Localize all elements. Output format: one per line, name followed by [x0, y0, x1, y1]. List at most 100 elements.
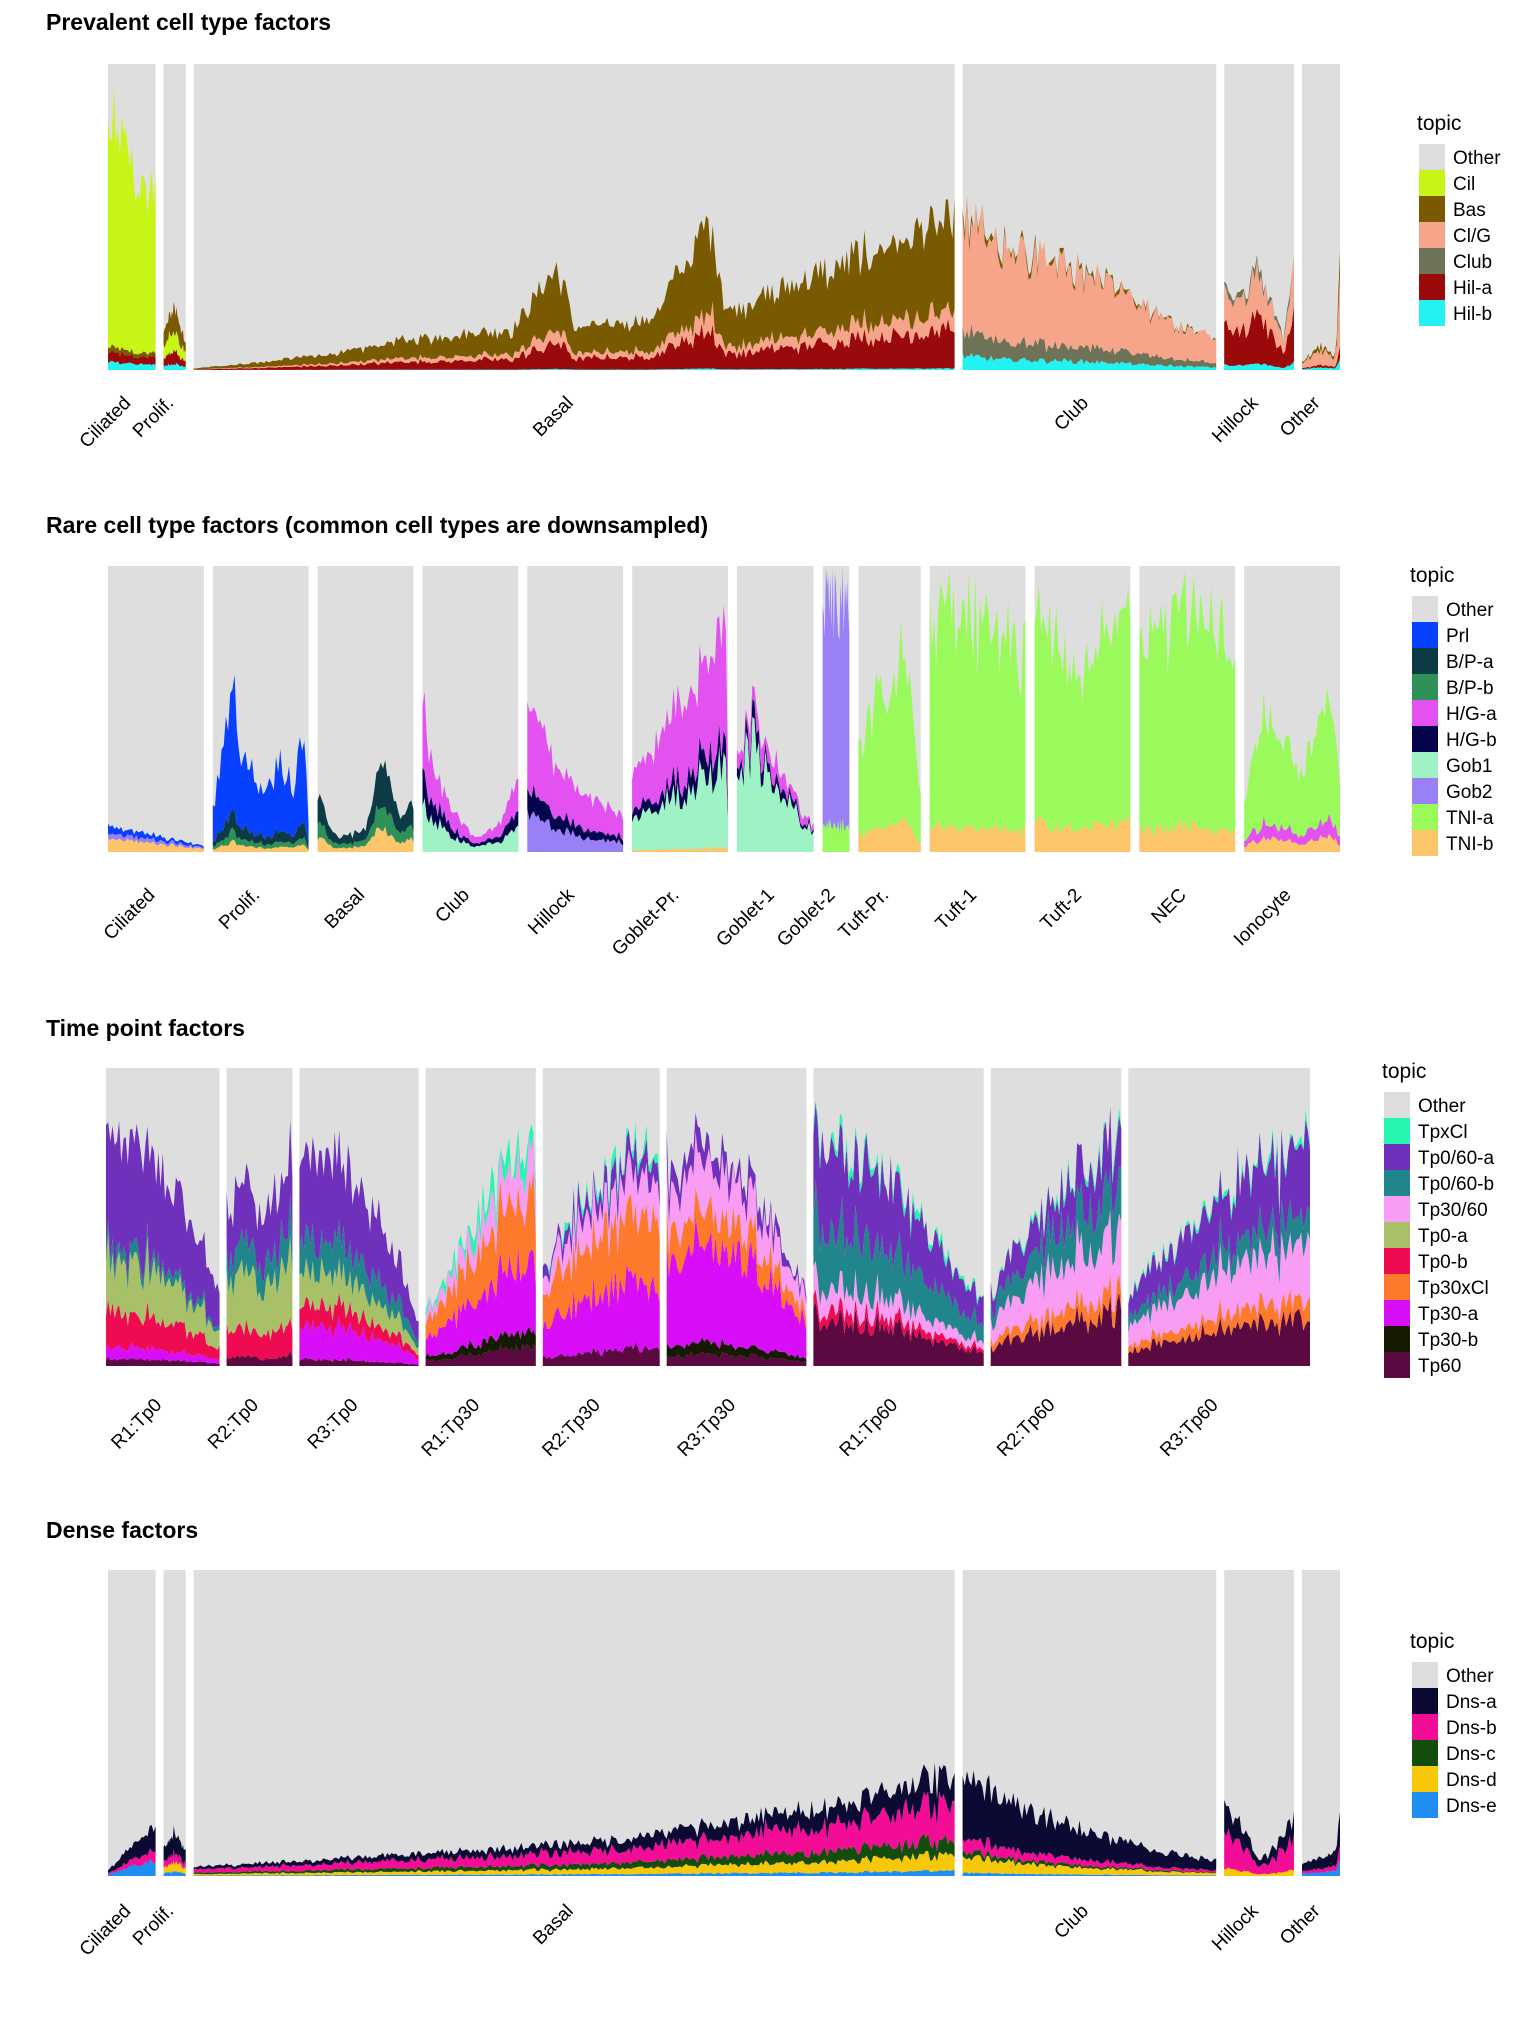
x-tick-label: Ciliated [76, 393, 136, 453]
x-tick-label: Hillock [1208, 1900, 1263, 1955]
legend-swatch [1384, 1144, 1410, 1170]
legend-item: Hil-a [1419, 274, 1492, 300]
plot-area [108, 1570, 1340, 1876]
x-tick-label: Club [431, 885, 473, 927]
group-r1-tp60 [813, 1068, 984, 1366]
area-tp30-b [666, 1337, 807, 1364]
legend-title: topic [1417, 112, 1461, 135]
area-tp0-60-b [226, 1194, 293, 1301]
legend-label: Other [1418, 1096, 1466, 1117]
legend-swatch [1419, 144, 1445, 170]
x-tick-label: Basal [529, 393, 577, 441]
area-tp0-b [813, 1289, 984, 1354]
area-tp0-60-a [542, 1130, 660, 1284]
group-goblet-2 [822, 566, 850, 852]
area-tp30-b [425, 1326, 536, 1362]
area-tp0-60-b [813, 1179, 984, 1345]
legend-item: Other [1384, 1092, 1466, 1118]
legend-label: B/P-a [1446, 652, 1494, 673]
legend-label: H/G-a [1446, 704, 1497, 725]
area-dns-a [1302, 1812, 1340, 1872]
legend-item: Tp30/60 [1384, 1196, 1488, 1222]
area-dns-c [962, 1849, 1217, 1874]
background-other [108, 566, 204, 852]
area-hil-a [108, 349, 156, 366]
legend-item: Cil [1419, 170, 1475, 196]
area-h-g-a [736, 685, 814, 833]
area-tp60 [226, 1350, 293, 1366]
group-ciliated [108, 64, 156, 370]
group-basal [193, 64, 955, 370]
area-tni-a [1034, 584, 1131, 835]
x-tick-label: R2:Tp60 [993, 1395, 1059, 1461]
area-tp0-60-a [106, 1121, 220, 1327]
area-dns-d [1224, 1867, 1294, 1876]
area-tni-a [822, 817, 850, 852]
legend-item: Club [1419, 248, 1492, 274]
legend-label: Tp0-a [1418, 1226, 1468, 1247]
legend-label: Hil-b [1453, 304, 1492, 325]
area-tp0-60-a [813, 1101, 984, 1327]
legend-label: Tp0/60-b [1418, 1174, 1494, 1195]
panel-title: Prevalent cell type factors [46, 9, 331, 35]
x-tick-label: R1:Tp0 [107, 1395, 166, 1454]
area-dns-a [1224, 1800, 1294, 1867]
legend-label: TNI-a [1446, 808, 1494, 829]
panel-rare: Rare cell type factors (common cell type… [46, 512, 1497, 960]
area-tp0-a [226, 1234, 293, 1341]
group-tuft-1 [929, 566, 1026, 852]
group-tuft-2 [1034, 566, 1131, 852]
legend-item: Other [1412, 596, 1494, 622]
legend-title: topic [1410, 564, 1454, 587]
legend-swatch [1412, 1688, 1438, 1714]
area-cl-g [193, 301, 955, 370]
legend-label: Other [1446, 600, 1494, 621]
area-tpxcl [990, 1106, 1122, 1302]
area-tp0-60-b [106, 1219, 220, 1332]
panel-timepoint: Time point factors R1:Tp0 R2:Tp0 R3:Tp0 R1:… [46, 1015, 1494, 1461]
legend-swatch [1384, 1352, 1410, 1378]
area-tp30-60 [813, 1260, 984, 1351]
legend-label: Dns-b [1446, 1718, 1497, 1739]
x-tick-label: Hillock [524, 884, 579, 939]
group-ionocyte [1244, 566, 1340, 852]
legend-swatch [1412, 648, 1438, 674]
area-tp30-a [542, 1264, 660, 1359]
area-tp0-60-a [990, 1106, 1122, 1319]
legend-item: Dns-b [1412, 1714, 1497, 1740]
area-cl-g [962, 194, 1217, 364]
x-tick-label: Club [1050, 393, 1092, 435]
area-dns-b [1224, 1828, 1294, 1875]
legend-item: Other [1412, 1662, 1494, 1688]
area-hil-b [1302, 358, 1340, 370]
legend-label: Hil-a [1453, 278, 1492, 299]
area-tp30xcl [1128, 1289, 1310, 1354]
legend-swatch [1412, 778, 1438, 804]
legend-label: H/G-b [1446, 730, 1497, 751]
legend-swatch [1384, 1118, 1410, 1144]
legend-item: Bas [1419, 196, 1486, 222]
area-tp60 [990, 1292, 1122, 1366]
background-other [1301, 1570, 1340, 1876]
x-axis-labels: Ciliated Prolif. Basal Club Hillock Goblet-Pr… [100, 884, 1296, 960]
area-tp60 [666, 1351, 807, 1366]
group-goblet-1 [736, 566, 814, 852]
legend-item: Prl [1412, 622, 1469, 648]
area-tni-a [1139, 570, 1236, 836]
group-ciliated [108, 566, 204, 852]
legend: topic Other Prl B/P-a B/P-b H/G-a H/G-b Gob1 Go… [1410, 564, 1497, 856]
area-hil-a [1302, 346, 1340, 370]
x-tick-label: Prolif. [215, 885, 264, 934]
legend-label: Tp0-b [1418, 1252, 1468, 1273]
area-tni-b [632, 846, 728, 852]
area-tp0-b [299, 1292, 419, 1360]
group-tuft-pr- [858, 566, 921, 852]
area-gob1 [422, 798, 519, 852]
group-r3-tp60 [1128, 1068, 1310, 1366]
area-dns-b [962, 1837, 1217, 1873]
area-gob1 [736, 716, 814, 852]
area-dns-b [108, 1848, 156, 1874]
x-tick-label: Goblet-1 [712, 885, 778, 951]
legend-swatch [1412, 1740, 1438, 1766]
legend-item: H/G-a [1412, 700, 1497, 726]
